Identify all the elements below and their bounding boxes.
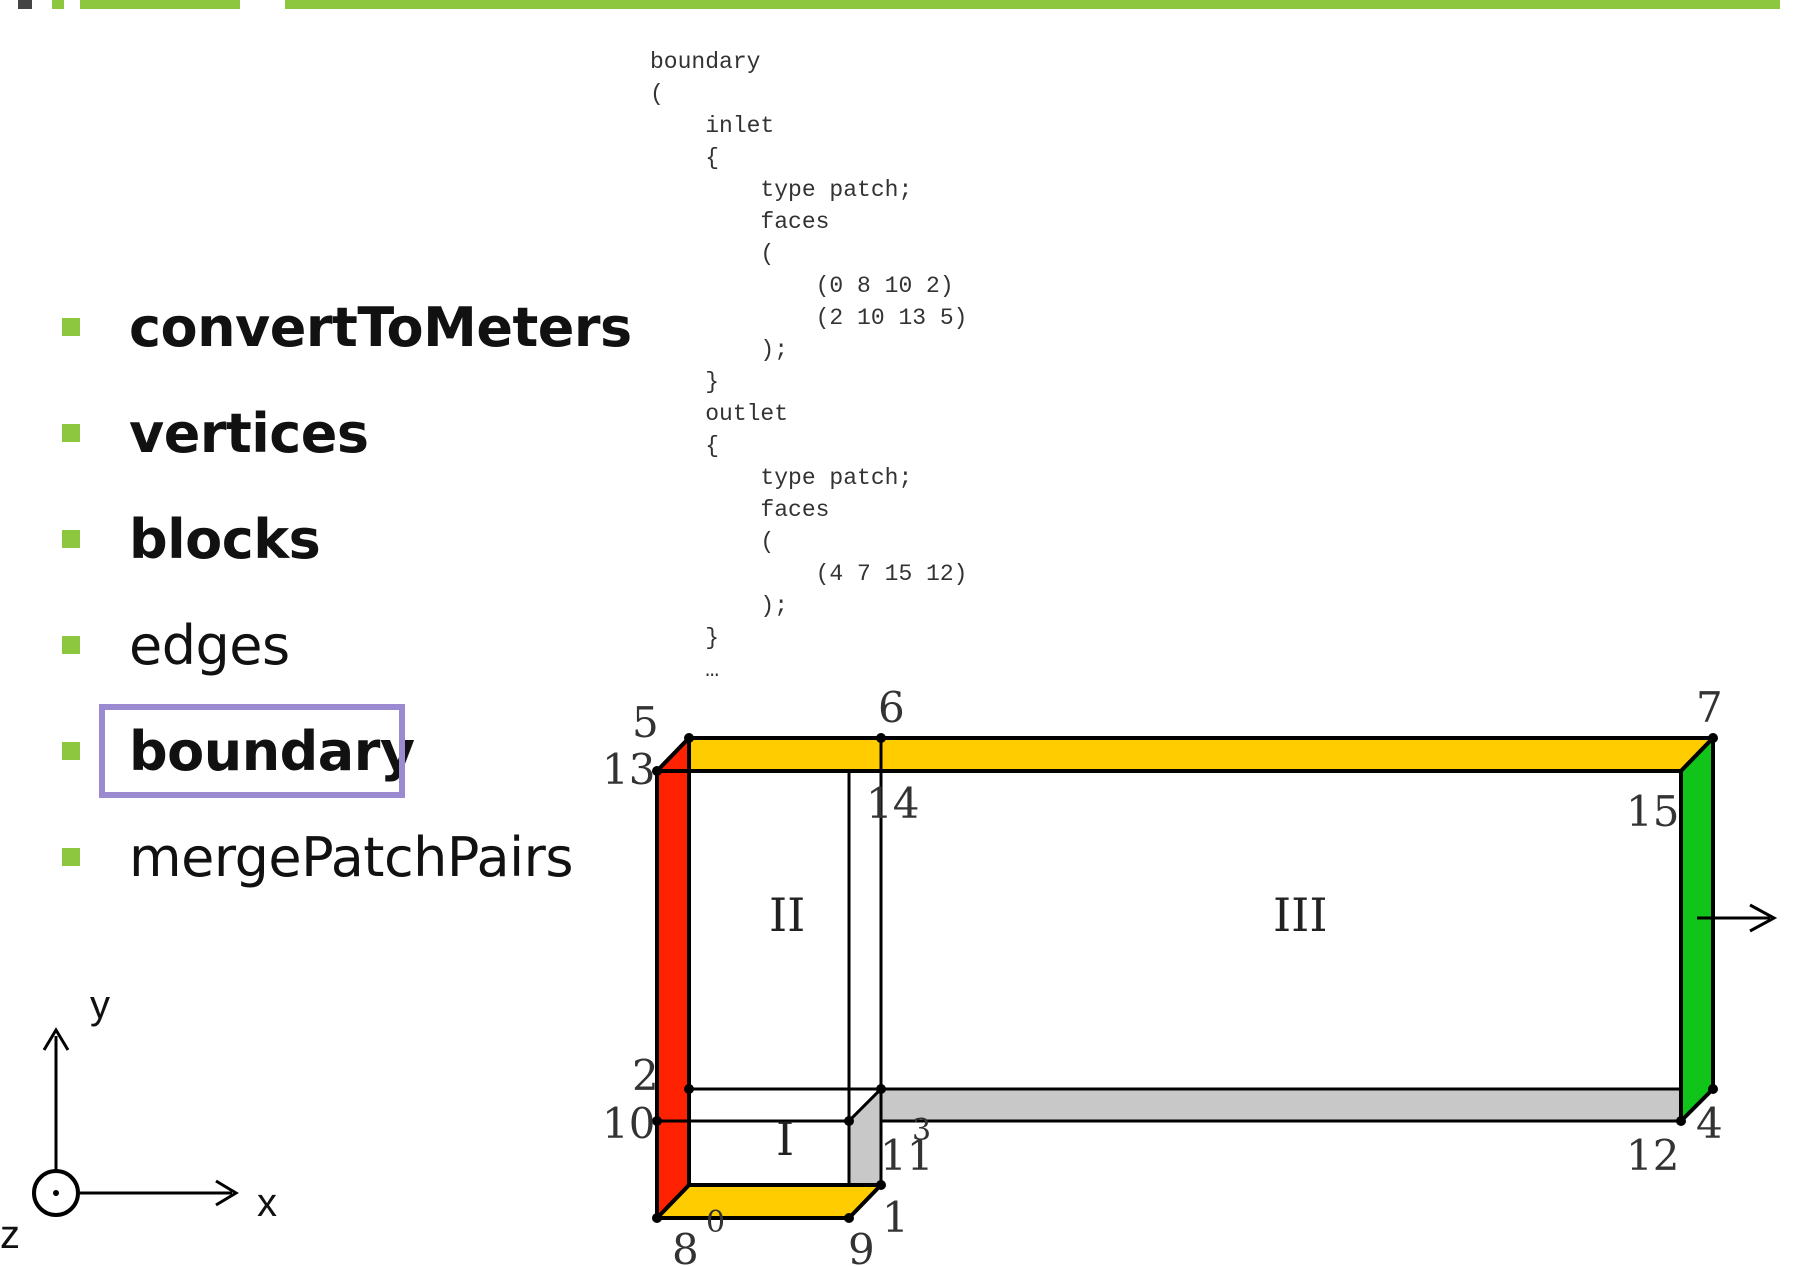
lower-wall-face <box>845 1087 1717 1123</box>
y-axis-arrow-head <box>42 1027 70 1051</box>
block-label-I: I <box>776 1112 794 1166</box>
vertex-dot <box>1708 1084 1718 1094</box>
code-line: outlet <box>650 401 789 427</box>
block-label-III: III <box>1273 888 1328 942</box>
vertex-label-8: 8 <box>672 1225 699 1266</box>
list-item-mergePatchPairs: mergePatchPairs <box>56 818 616 889</box>
top-face <box>655 736 1715 773</box>
list-item-vertices: vertices <box>56 394 616 465</box>
vertex-label-7: 7 <box>1696 683 1723 732</box>
list-item-blocks: blocks <box>56 500 616 571</box>
top-accent-bar <box>0 0 1813 10</box>
list-item-label: boundary <box>129 720 415 783</box>
vertex-label-0: 0 <box>706 1205 725 1240</box>
list-item-convertToMeters: convertToMeters <box>56 288 632 359</box>
code-line: faces <box>650 209 830 235</box>
code-line: type patch; <box>650 465 913 491</box>
code-line: faces <box>650 497 830 523</box>
code-line: (0 8 10 2) <box>650 273 954 299</box>
vertex-dot <box>684 733 694 743</box>
z-axis-label: z <box>0 1213 20 1257</box>
code-line: } <box>650 369 720 395</box>
x-axis-arrow-head <box>215 1179 239 1207</box>
code-line: ); <box>650 337 789 363</box>
code-line: boundary <box>650 49 761 75</box>
bottom-face <box>655 1183 883 1220</box>
top-bar-segment-dark <box>18 0 32 9</box>
vertex-dot <box>1676 1116 1686 1126</box>
x-axis-label: x <box>257 1181 277 1225</box>
code-line: type patch; <box>650 177 913 203</box>
vertex-label-9: 9 <box>848 1225 875 1266</box>
code-line: ( <box>650 241 775 267</box>
vertex-label-4: 4 <box>1696 1099 1723 1148</box>
top-bar-segment-2 <box>80 0 240 9</box>
vertex-label-14: 14 <box>866 779 919 828</box>
vertex-dot <box>1708 733 1718 743</box>
vertex-dot <box>844 1116 854 1126</box>
list-item-label: blocks <box>129 508 321 571</box>
list-item-label: edges <box>129 614 290 677</box>
vertex-label-2: 2 <box>632 1051 659 1100</box>
vertex-dot <box>652 1116 662 1126</box>
bullet-square <box>62 636 80 654</box>
vertex-label-12: 12 <box>1626 1131 1679 1180</box>
boundary-highlight-box <box>99 704 405 798</box>
vertex-dots <box>652 733 1718 1223</box>
bullet-square <box>62 424 80 442</box>
vertex-label-6: 6 <box>878 683 905 732</box>
vertex-label-3: 3 <box>912 1113 931 1148</box>
code-line: ( <box>650 529 775 555</box>
code-line: } <box>650 625 720 651</box>
vertex-label-5: 5 <box>632 698 659 747</box>
vertex-label-15: 15 <box>1626 787 1679 836</box>
vertex-dot <box>652 1213 662 1223</box>
code-line: ( <box>650 81 664 107</box>
bullet-square <box>62 848 80 866</box>
vertex-label-1: 1 <box>882 1193 909 1242</box>
vertex-label-11: 11 <box>880 1131 933 1180</box>
list-item-label: convertToMeters <box>129 296 632 359</box>
code-line: (4 7 15 12) <box>650 561 968 587</box>
code-line: { <box>650 433 720 459</box>
list-item-label: mergePatchPairs <box>129 826 573 889</box>
bullet-square <box>62 742 80 760</box>
bullet-square <box>62 530 80 548</box>
top-bar-segment-1 <box>52 0 64 9</box>
bullet-square <box>62 318 80 336</box>
z-axis-dot <box>53 1190 59 1196</box>
vertex-dot <box>876 1084 886 1094</box>
code-line: ); <box>650 593 789 619</box>
code-line: … <box>650 657 720 683</box>
list-item-edges: edges <box>56 606 616 677</box>
vertex-label-13: 13 <box>602 745 655 794</box>
outlet-face <box>1679 736 1715 1123</box>
code-line: inlet <box>650 113 775 139</box>
list-item-boundary: boundary <box>56 712 616 783</box>
y-axis-label: y <box>90 983 110 1027</box>
code-line: (2 10 13 5) <box>650 305 968 331</box>
vertex-dot <box>652 766 662 776</box>
coordinate-axes: y x z <box>0 983 277 1257</box>
z-axis-symbol <box>32 1169 80 1217</box>
inlet-face <box>655 736 691 1220</box>
top-bar-segment-3 <box>285 0 1780 9</box>
boundary-code-block: boundary ( inlet { type patch; faces ( (… <box>650 46 967 686</box>
vertex-dot <box>876 1180 886 1190</box>
vertex-dot <box>844 1213 854 1223</box>
code-line: { <box>650 145 720 171</box>
list-item-label: vertices <box>129 402 369 465</box>
outlet-arrow-head <box>1749 903 1778 933</box>
vertex-dot <box>876 733 886 743</box>
block-label-II: II <box>769 888 805 942</box>
vertex-dot <box>684 1084 694 1094</box>
vertex-label-10: 10 <box>602 1099 655 1148</box>
